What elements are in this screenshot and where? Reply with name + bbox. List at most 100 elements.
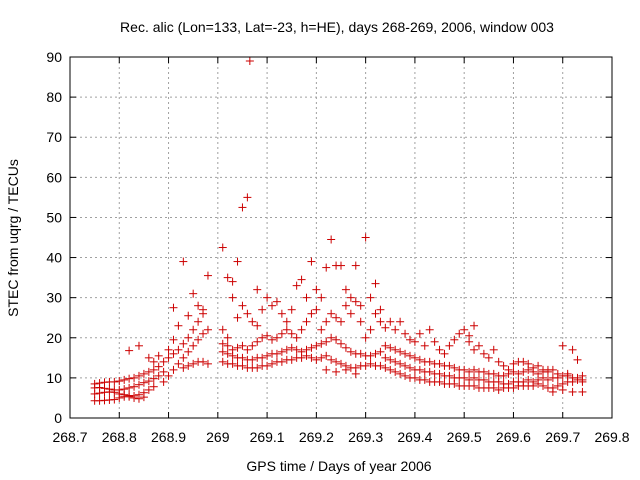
- data-point: [154, 351, 163, 360]
- data-point: [361, 333, 370, 342]
- data-point: [268, 301, 277, 310]
- data-point: [302, 293, 311, 302]
- data-point: [322, 351, 331, 360]
- data-point: [450, 379, 459, 388]
- data-point: [189, 341, 198, 350]
- data-point: [302, 317, 311, 326]
- y-tick-label: 50: [46, 209, 62, 225]
- data-point: [292, 345, 301, 354]
- data-point: [524, 365, 533, 374]
- data-point: [312, 341, 321, 350]
- data-point: [534, 361, 543, 370]
- data-point: [287, 343, 296, 352]
- data-point: [529, 367, 538, 376]
- x-tick-label: 269.3: [348, 429, 383, 445]
- data-point: [233, 343, 242, 352]
- data-point: [405, 363, 414, 372]
- data-point: [410, 373, 419, 382]
- data-point: [401, 371, 410, 380]
- data-point: [130, 382, 139, 391]
- data-point: [164, 345, 173, 354]
- data-point: [134, 371, 143, 380]
- data-point: [391, 357, 400, 366]
- data-point: [499, 361, 508, 370]
- data-point: [415, 365, 424, 374]
- data-point: [277, 309, 286, 318]
- data-point: [174, 359, 183, 368]
- data-point: [553, 373, 562, 382]
- data-point: [543, 375, 552, 384]
- data-point: [139, 393, 148, 402]
- data-point: [317, 325, 326, 334]
- data-point: [460, 365, 469, 374]
- y-axis-ticks: 0 10 20 30 40 50 60 70 80 90: [46, 49, 612, 426]
- data-point: [253, 321, 262, 330]
- data-point: [110, 388, 119, 397]
- x-tick-label: 269.5: [447, 429, 482, 445]
- data-point: [144, 367, 153, 376]
- data-point: [144, 385, 153, 394]
- data-point: [371, 349, 380, 358]
- data-point: [233, 313, 242, 322]
- x-tick-label: 269.2: [299, 429, 334, 445]
- data-point: [519, 367, 528, 376]
- data-point: [386, 365, 395, 374]
- data-point: [189, 289, 198, 298]
- data-point: [341, 285, 350, 294]
- y-tick-label: 0: [54, 410, 62, 426]
- data-point: [327, 333, 336, 342]
- data-point: [337, 261, 345, 270]
- data-point: [470, 345, 479, 354]
- data-point: [489, 369, 498, 378]
- data-point: [312, 305, 321, 314]
- data-point: [563, 369, 572, 378]
- data-point: [430, 337, 439, 346]
- data-point: [479, 367, 488, 376]
- data-point: [238, 301, 247, 310]
- data-point: [203, 359, 212, 368]
- data-point: [479, 375, 488, 384]
- data-point: [223, 341, 232, 350]
- data-point: [539, 381, 548, 390]
- data-point: [130, 393, 139, 402]
- x-axis-label: GPS time / Days of year 2006: [246, 458, 431, 474]
- y-tick-label: 20: [46, 330, 62, 346]
- data-point: [514, 369, 523, 378]
- data-point: [332, 313, 341, 322]
- x-tick-label: 269.8: [594, 429, 629, 445]
- data-point: [366, 293, 375, 302]
- data-point: [504, 369, 513, 378]
- data-point: [307, 257, 316, 266]
- data-point: [341, 343, 350, 352]
- data-point: [179, 363, 188, 372]
- data-point: [203, 325, 212, 334]
- data-point: [548, 387, 557, 396]
- data-point: [238, 203, 247, 212]
- data-point: [568, 345, 577, 354]
- y-tick-label: 70: [46, 129, 62, 145]
- data-point: [391, 345, 400, 354]
- data-point: [164, 353, 173, 362]
- data-point: [396, 369, 405, 378]
- data-point: [558, 371, 567, 380]
- data-point: [203, 271, 212, 280]
- data-point: [484, 353, 493, 362]
- x-axis-ticks: 268.7 268.8 268.9 269 269.1 269.2 269.3 269.4 26…: [52, 57, 630, 445]
- data-point: [149, 374, 158, 383]
- data-point: [578, 387, 587, 396]
- data-point: [381, 363, 390, 372]
- data-point: [361, 233, 370, 242]
- data-point: [381, 323, 390, 332]
- data-point: [194, 335, 203, 344]
- data-point: [332, 335, 341, 344]
- data-point: [460, 373, 469, 382]
- data-points: [90, 57, 587, 405]
- data-point: [228, 277, 237, 286]
- data-point: [253, 337, 262, 346]
- data-point: [317, 353, 326, 362]
- data-point: [218, 357, 227, 366]
- data-point: [223, 333, 232, 342]
- data-point: [356, 301, 365, 310]
- data-point: [425, 325, 434, 334]
